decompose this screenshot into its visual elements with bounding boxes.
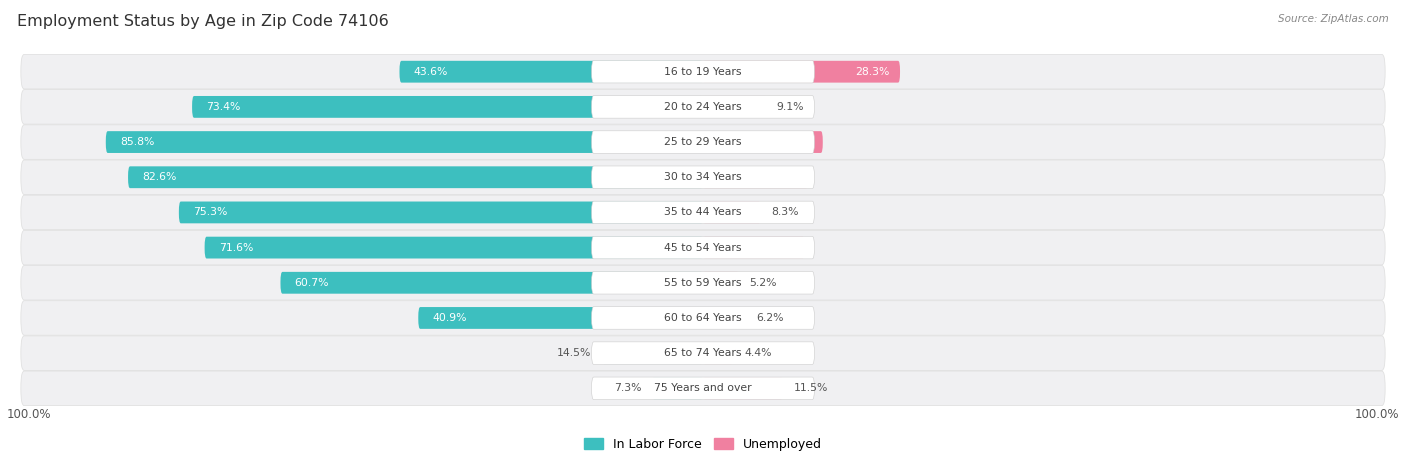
FancyBboxPatch shape <box>399 61 703 83</box>
FancyBboxPatch shape <box>21 55 1385 89</box>
Text: 6.2%: 6.2% <box>756 313 785 323</box>
Text: Source: ZipAtlas.com: Source: ZipAtlas.com <box>1278 14 1389 23</box>
Text: 40.9%: 40.9% <box>432 313 467 323</box>
Text: 60 to 64 Years: 60 to 64 Years <box>664 313 742 323</box>
FancyBboxPatch shape <box>703 342 734 364</box>
FancyBboxPatch shape <box>418 307 703 329</box>
FancyBboxPatch shape <box>21 195 1385 230</box>
Text: 25 to 29 Years: 25 to 29 Years <box>664 137 742 147</box>
FancyBboxPatch shape <box>21 160 1385 194</box>
Text: Employment Status by Age in Zip Code 74106: Employment Status by Age in Zip Code 741… <box>17 14 388 28</box>
Text: 7.3%: 7.3% <box>614 383 641 393</box>
FancyBboxPatch shape <box>105 131 703 153</box>
Text: 60.7%: 60.7% <box>294 278 329 288</box>
Text: 73.4%: 73.4% <box>207 102 240 112</box>
Text: 65 to 74 Years: 65 to 74 Years <box>664 348 742 358</box>
FancyBboxPatch shape <box>128 166 703 188</box>
FancyBboxPatch shape <box>592 342 814 364</box>
FancyBboxPatch shape <box>592 201 814 224</box>
FancyBboxPatch shape <box>21 90 1385 124</box>
FancyBboxPatch shape <box>280 272 703 294</box>
Text: 100.0%: 100.0% <box>1354 408 1399 421</box>
FancyBboxPatch shape <box>703 202 761 223</box>
FancyBboxPatch shape <box>592 166 814 189</box>
FancyBboxPatch shape <box>592 60 814 83</box>
Text: 85.8%: 85.8% <box>120 137 155 147</box>
FancyBboxPatch shape <box>592 131 814 153</box>
FancyBboxPatch shape <box>21 301 1385 335</box>
FancyBboxPatch shape <box>21 266 1385 300</box>
Text: 43.6%: 43.6% <box>413 67 449 77</box>
Text: 35 to 44 Years: 35 to 44 Years <box>664 207 742 217</box>
Legend: In Labor Force, Unemployed: In Labor Force, Unemployed <box>579 433 827 451</box>
Text: 4.4%: 4.4% <box>744 348 772 358</box>
Text: 45 to 54 Years: 45 to 54 Years <box>664 243 742 253</box>
Text: 75.3%: 75.3% <box>193 207 228 217</box>
FancyBboxPatch shape <box>703 307 747 329</box>
FancyBboxPatch shape <box>179 202 703 223</box>
FancyBboxPatch shape <box>703 131 823 153</box>
FancyBboxPatch shape <box>21 336 1385 370</box>
Text: 17.2%: 17.2% <box>778 137 813 147</box>
Text: 82.6%: 82.6% <box>142 172 176 182</box>
FancyBboxPatch shape <box>602 342 703 364</box>
FancyBboxPatch shape <box>703 237 804 258</box>
Text: 71.6%: 71.6% <box>218 243 253 253</box>
Text: 8.3%: 8.3% <box>772 207 799 217</box>
FancyBboxPatch shape <box>703 166 808 188</box>
FancyBboxPatch shape <box>703 377 783 399</box>
FancyBboxPatch shape <box>21 230 1385 265</box>
FancyBboxPatch shape <box>592 236 814 259</box>
Text: 75 Years and over: 75 Years and over <box>654 383 752 393</box>
Text: 20 to 24 Years: 20 to 24 Years <box>664 102 742 112</box>
FancyBboxPatch shape <box>592 307 814 329</box>
Text: 11.5%: 11.5% <box>793 383 828 393</box>
FancyBboxPatch shape <box>703 96 766 118</box>
Text: 9.1%: 9.1% <box>776 102 804 112</box>
Text: 30 to 34 Years: 30 to 34 Years <box>664 172 742 182</box>
FancyBboxPatch shape <box>205 237 703 258</box>
FancyBboxPatch shape <box>592 377 814 400</box>
FancyBboxPatch shape <box>21 371 1385 405</box>
FancyBboxPatch shape <box>193 96 703 118</box>
FancyBboxPatch shape <box>592 96 814 118</box>
Text: 16 to 19 Years: 16 to 19 Years <box>664 67 742 77</box>
FancyBboxPatch shape <box>592 272 814 294</box>
Text: 55 to 59 Years: 55 to 59 Years <box>664 278 742 288</box>
FancyBboxPatch shape <box>21 125 1385 159</box>
FancyBboxPatch shape <box>703 272 740 294</box>
Text: 14.6%: 14.6% <box>759 243 794 253</box>
FancyBboxPatch shape <box>652 377 703 399</box>
Text: 28.3%: 28.3% <box>855 67 890 77</box>
Text: 15.1%: 15.1% <box>763 172 797 182</box>
Text: 14.5%: 14.5% <box>557 348 592 358</box>
Text: 100.0%: 100.0% <box>7 408 52 421</box>
FancyBboxPatch shape <box>703 61 900 83</box>
Text: 5.2%: 5.2% <box>749 278 778 288</box>
